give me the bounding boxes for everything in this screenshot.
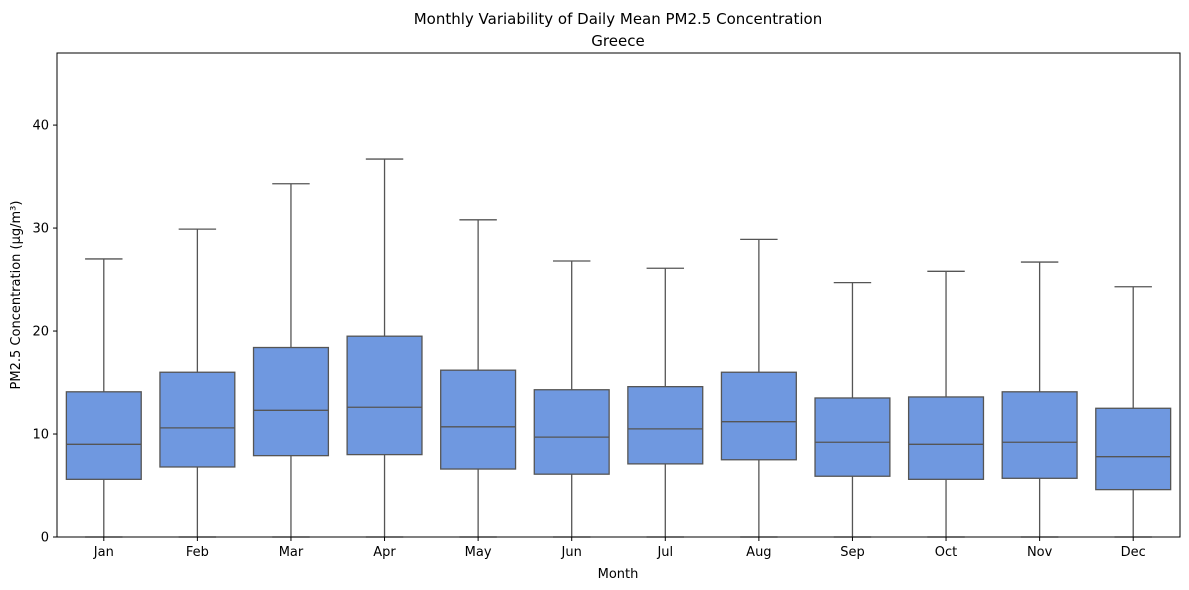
x-tick-label: Sep [840,545,865,560]
y-tick-label: 0 [41,531,49,546]
x-axis-label: Month [598,567,639,582]
iqr-box [346,335,423,456]
x-tick-label: Aug [746,545,771,560]
plot-frame [56,52,1181,538]
plot-area [65,158,1172,538]
iqr-box [1001,391,1078,479]
y-axis-label: PM2.5 Concentration (µg/m³) [9,201,24,390]
y-tick-label: 20 [32,325,49,340]
chart-title: Monthly Variability of Daily Mean PM2.5 … [414,10,823,28]
y-tick-label: 40 [32,119,49,134]
box-apr [346,158,423,538]
box-aug [720,238,797,538]
iqr-box [1095,407,1172,491]
box-jun [533,260,610,538]
box-oct [907,270,985,538]
iqr-box [720,371,797,461]
box-dec [1095,286,1172,538]
iqr-box [533,389,610,475]
iqr-box [159,371,236,468]
iqr-box [65,391,142,480]
x-tick-label: Oct [935,545,957,560]
box-feb [159,228,236,538]
x-tick-label: Jun [561,545,582,560]
x-tick-label: Nov [1027,545,1053,560]
chart-subtitle: Greece [591,32,644,50]
y-tick-label: 10 [32,428,49,443]
x-tick-label: Feb [186,545,209,560]
iqr-box [814,397,891,477]
box-sep [814,281,891,538]
box-may [440,219,517,538]
x-tick-label: Jan [93,545,114,560]
x-axis: Jan Feb Mar Apr May Jun Jul Aug Sep Oct Nov Dec [93,537,1146,560]
y-axis: 0 10 20 30 40 [32,119,57,546]
iqr-box [627,386,704,465]
box-jan [65,258,142,538]
x-tick-label: Mar [279,545,304,560]
iqr-box [440,369,517,470]
box-mar [252,183,330,538]
y-tick-label: 30 [32,222,49,237]
x-tick-label: Dec [1121,545,1146,560]
iqr-box [907,396,985,480]
iqr-box [252,346,330,457]
x-tick-label: Jul [656,545,673,560]
x-tick-label: May [465,545,492,560]
box-jul [627,267,704,538]
x-tick-label: Apr [373,545,396,560]
box-nov [1001,261,1078,538]
